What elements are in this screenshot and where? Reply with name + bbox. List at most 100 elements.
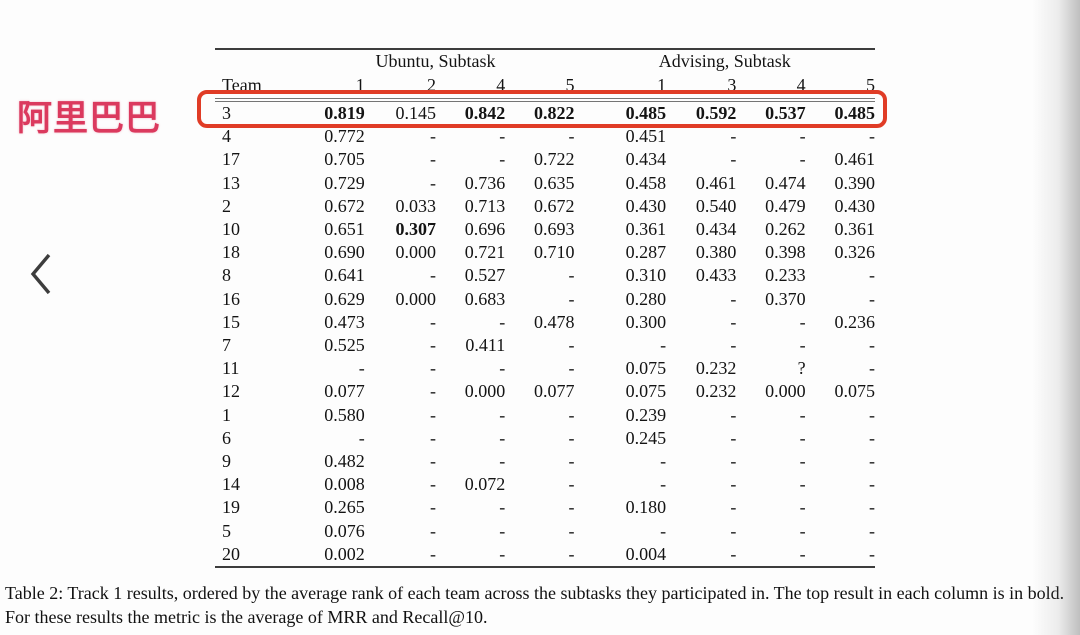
column-header-advising-5: 5 — [805, 73, 875, 102]
value-cell: 0.722 — [534, 149, 575, 170]
value-cell: - — [568, 451, 575, 472]
value-cell: - — [505, 542, 575, 569]
value-cell: 0.000 — [464, 381, 506, 402]
value-cell: - — [429, 520, 436, 541]
team-cell: 15 — [222, 311, 240, 332]
results-table: Ubuntu, Subtask Advising, Subtask Team 1… — [215, 48, 876, 569]
results-table-container: Ubuntu, Subtask Advising, Subtask Team 1… — [215, 48, 876, 569]
value-cell: - — [736, 542, 806, 569]
value-cell: - — [364, 542, 436, 569]
table-row: 14 0.008 - 0.072 - - - - - — [215, 473, 875, 496]
value-cell: - — [568, 288, 575, 309]
column-header-team: Team — [215, 73, 297, 102]
team-cell: 18 — [222, 242, 240, 263]
value-cell: - — [499, 497, 506, 518]
value-cell: 0.683 — [464, 288, 506, 309]
team-cell: 14 — [222, 474, 240, 495]
team-cell: 13 — [222, 172, 240, 193]
value-cell: - — [799, 474, 806, 495]
value-cell: - — [730, 427, 737, 448]
value-cell: 0.000 — [395, 288, 436, 309]
value-cell: 0.473 — [324, 311, 365, 332]
value-cell: - — [568, 520, 575, 541]
value-cell: 0.077 — [324, 381, 365, 402]
value-cell: - — [660, 335, 667, 356]
value-cell: 0.245 — [625, 427, 667, 448]
value-cell: - — [799, 497, 806, 518]
value-cell: - — [869, 335, 875, 356]
value-cell: 0.004 — [574, 542, 667, 569]
value-cell: - — [730, 497, 737, 518]
previous-page-button[interactable] — [24, 250, 58, 300]
value-cell: - — [869, 451, 875, 472]
team-cell: 8 — [222, 265, 231, 286]
team-cell: 19 — [222, 497, 240, 518]
value-cell: 0.430 — [834, 195, 876, 216]
table-row: 9 0.482 - - - - - - - — [215, 450, 875, 473]
value-cell: - — [730, 126, 737, 147]
value-cell: 0.479 — [765, 195, 806, 216]
table-row: 4 0.772 - - - 0.451 - - - — [215, 125, 875, 148]
value-cell: 0.075 — [625, 358, 667, 379]
value-cell: - — [730, 404, 737, 425]
value-cell: 0.280 — [625, 288, 667, 309]
value-cell: 0.485 — [834, 103, 876, 123]
value-cell: 0.076 — [324, 520, 365, 541]
team-cell: 10 — [222, 219, 240, 240]
value-cell: - — [799, 126, 806, 147]
value-cell: - — [499, 520, 506, 541]
column-header-ubuntu-2: 2 — [364, 73, 436, 102]
value-cell: 0.672 — [324, 195, 365, 216]
value-cell: 0.398 — [765, 242, 806, 263]
column-header-advising-4: 4 — [736, 73, 806, 102]
value-cell: 0.842 — [464, 103, 506, 123]
group-header-ubuntu: Ubuntu, Subtask — [296, 48, 575, 73]
value-cell: - — [429, 474, 436, 495]
value-cell: 0.077 — [534, 381, 575, 402]
team-cell: 6 — [222, 427, 231, 448]
value-cell: - — [435, 542, 506, 569]
value-cell: 0.537 — [765, 103, 806, 123]
value-cell: 0.693 — [534, 219, 575, 240]
value-cell: 0.822 — [534, 103, 575, 123]
value-cell: 0.434 — [625, 149, 667, 170]
team-cell: 20 — [215, 542, 297, 569]
annotation-label-alibaba: 阿里巴巴 — [17, 99, 162, 138]
value-cell: 0.232 — [695, 381, 737, 402]
team-cell: 2 — [222, 195, 231, 216]
value-cell: - — [869, 497, 875, 518]
value-cell: - — [799, 149, 806, 170]
value-cell: - — [568, 265, 575, 286]
value-cell: 0.075 — [625, 381, 667, 402]
value-cell: - — [499, 311, 506, 332]
value-cell: 0.033 — [395, 195, 436, 216]
table-body: 3 0.819 0.145 0.842 0.822 0.485 0.592 0.537 0.48… — [215, 100, 876, 569]
value-cell: - — [869, 358, 875, 379]
value-cell: 0.690 — [324, 242, 365, 263]
value-cell: - — [660, 474, 667, 495]
value-cell: - — [869, 474, 875, 495]
column-header-ubuntu-5: 5 — [505, 73, 575, 102]
value-cell: - — [799, 404, 806, 425]
value-cell: - — [869, 404, 875, 425]
column-header-advising-3: 3 — [666, 73, 737, 102]
value-cell: - — [869, 520, 875, 541]
value-cell: 0.580 — [324, 404, 365, 425]
value-cell: - — [666, 542, 737, 569]
value-cell: - — [799, 427, 806, 448]
value-cell: 0.527 — [464, 265, 506, 286]
value-cell: 0.000 — [395, 242, 436, 263]
value-cell: - — [568, 427, 575, 448]
value-cell: - — [869, 288, 875, 309]
column-header-ubuntu-1: 1 — [296, 73, 365, 102]
team-cell: 9 — [222, 451, 231, 472]
table-row: 1 0.580 - - - 0.239 - - - — [215, 404, 875, 427]
value-cell: - — [568, 497, 575, 518]
table-row: 19 0.265 - - - 0.180 - - - — [215, 496, 875, 519]
value-cell: 0.696 — [464, 219, 506, 240]
value-cell: - — [869, 126, 875, 147]
group-header-advising: Advising, Subtask — [574, 48, 875, 73]
value-cell: 0.380 — [695, 242, 737, 263]
team-cell: 1 — [222, 404, 231, 425]
value-cell: 0.145 — [395, 103, 436, 123]
